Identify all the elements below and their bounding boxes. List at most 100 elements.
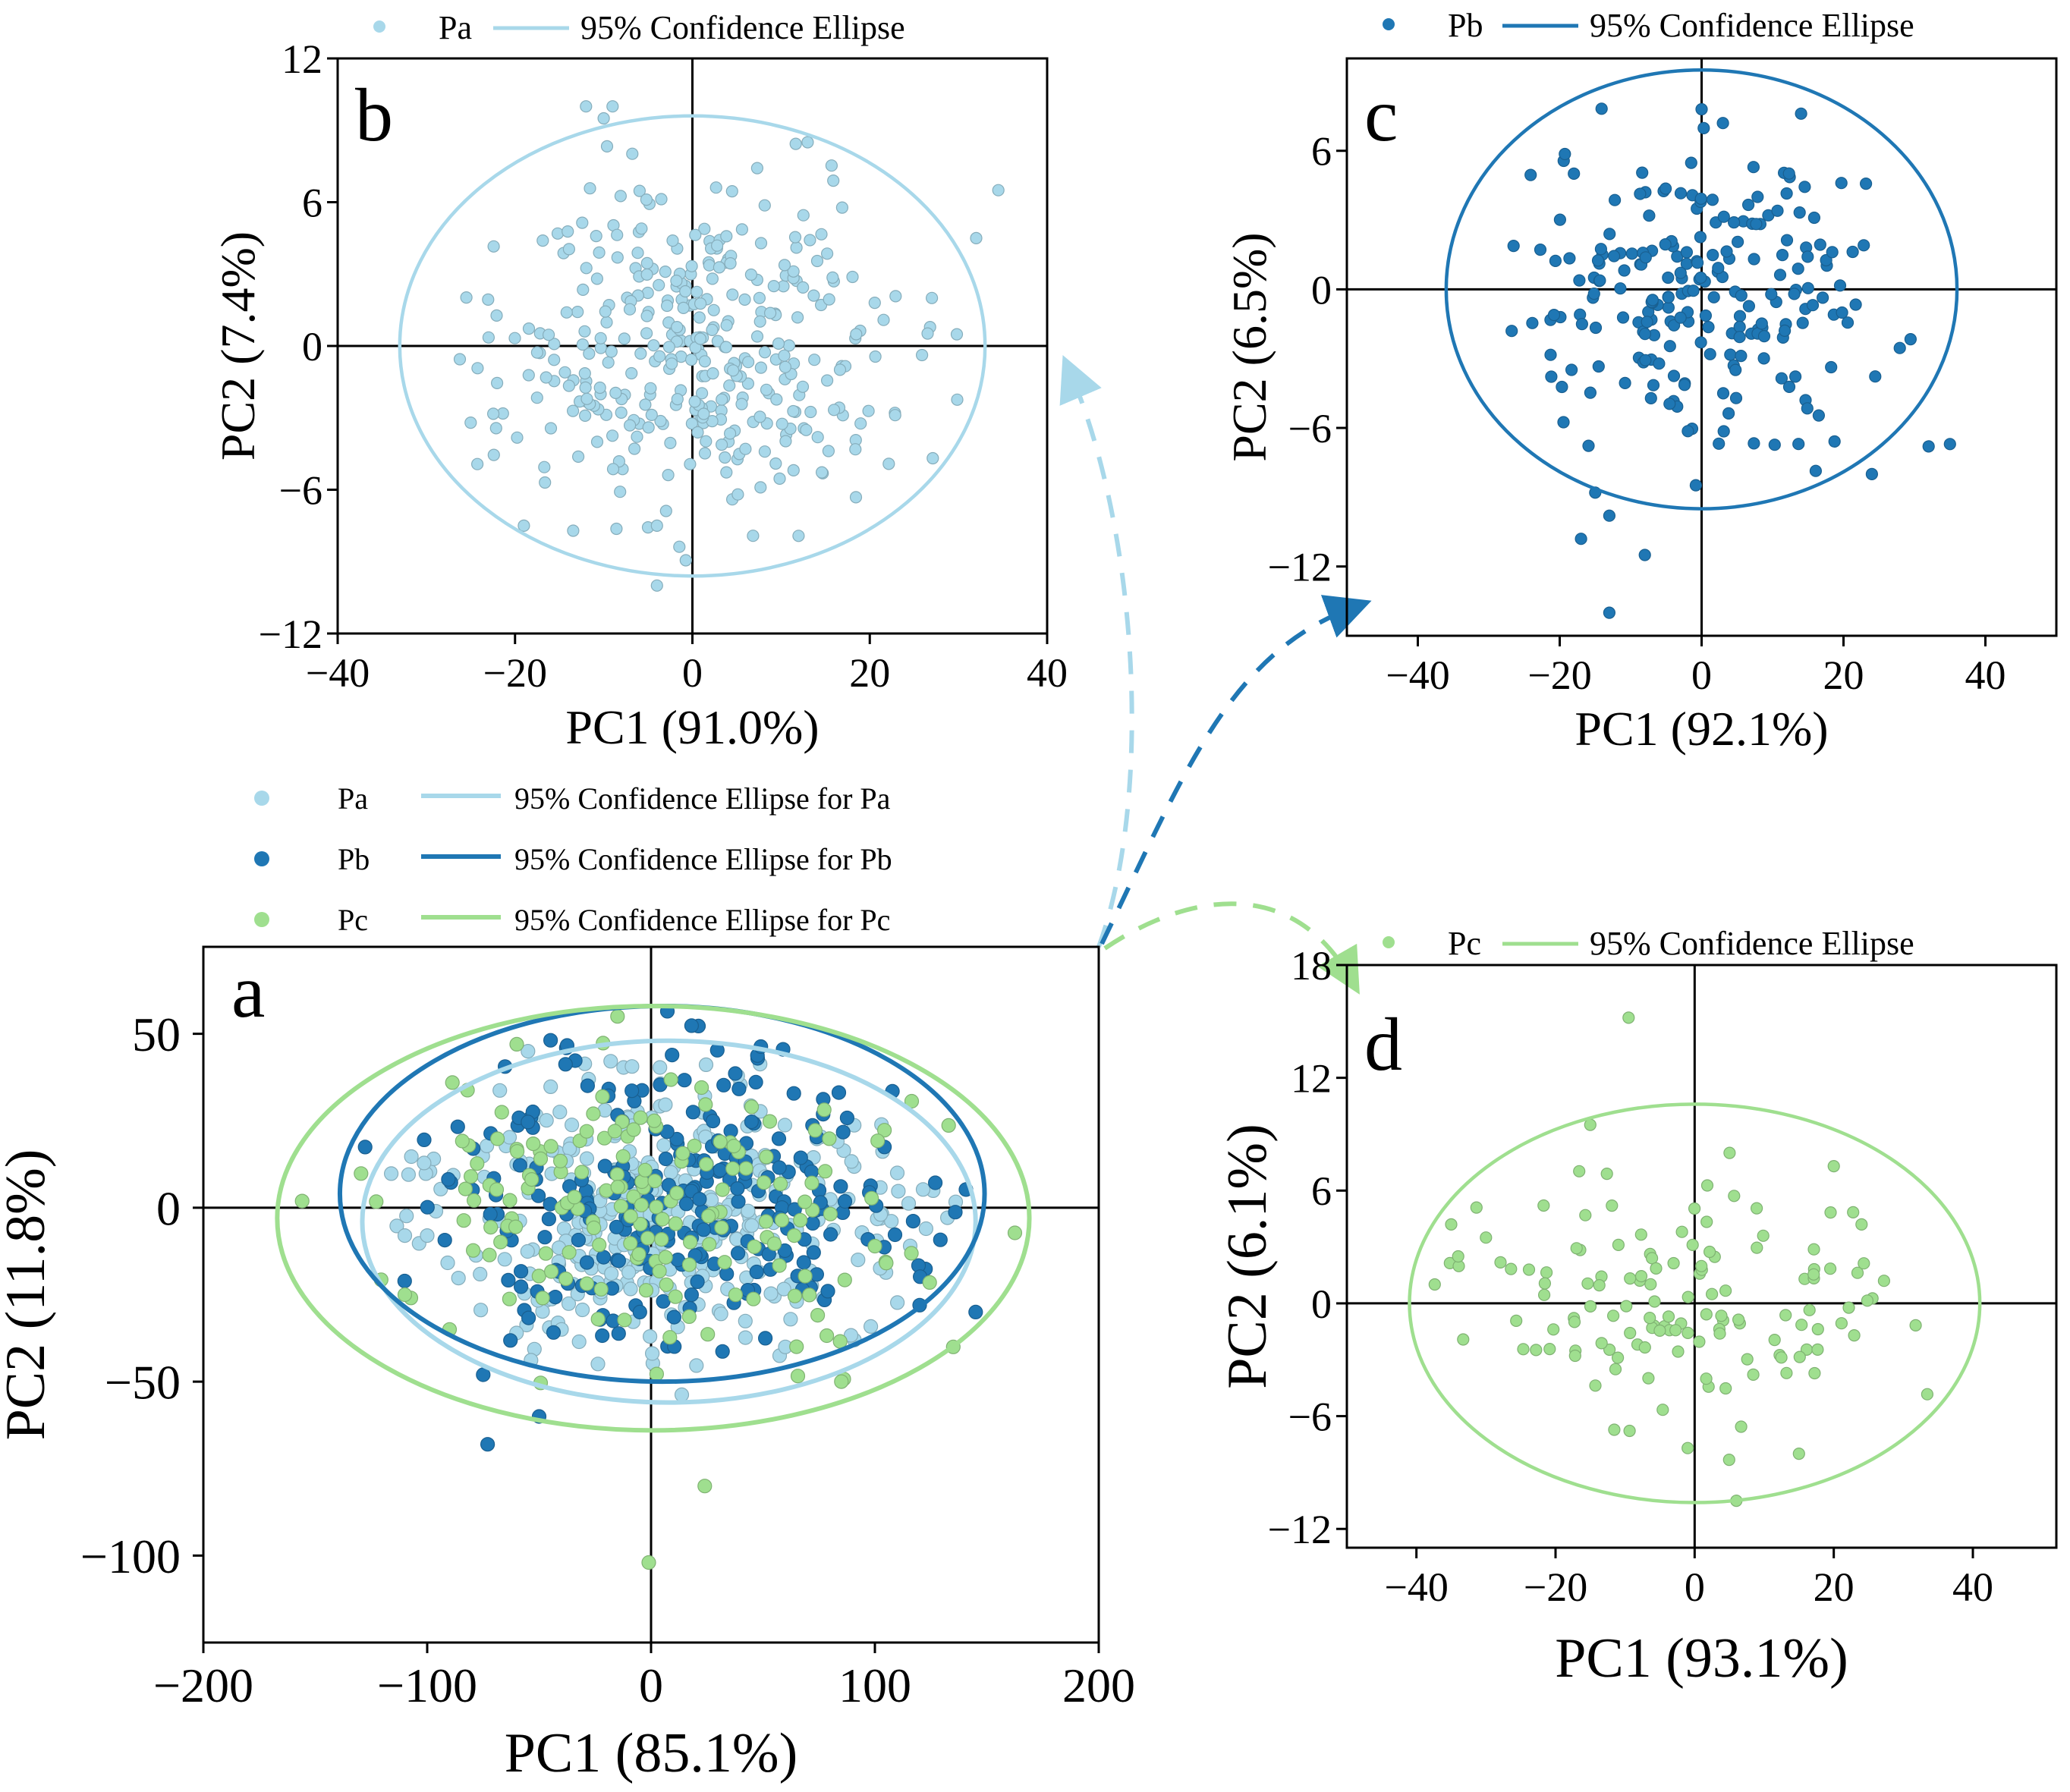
data-point-Pa (738, 293, 751, 306)
data-point-Pb (1563, 252, 1576, 265)
data-point-Pb (1817, 291, 1829, 304)
data-point-Pb (1789, 370, 1802, 383)
data-point-Pc (1848, 1328, 1861, 1342)
data-point-Pc (1634, 1269, 1648, 1283)
data-point-Pc (633, 1216, 648, 1232)
data-point-Pc (1470, 1201, 1483, 1214)
data-point-Pb (684, 1287, 700, 1303)
data-point-Pb (684, 1018, 700, 1033)
data-point-Pa (738, 1313, 753, 1328)
data-point-Pb (1747, 161, 1760, 174)
data-point-Pc (1713, 1327, 1726, 1340)
x-tick-label: 20 (1823, 652, 1864, 698)
data-point-Pc (759, 1149, 774, 1165)
y-tick-label: −12 (1268, 545, 1332, 590)
plot-area-b (338, 58, 1047, 633)
data-point-Pa (653, 1060, 668, 1075)
data-point-Pa (698, 447, 712, 460)
data-point-Pc (668, 1216, 684, 1231)
data-point-Pa (797, 209, 810, 222)
data-point-Pa (825, 159, 838, 172)
data-point-Pb (1575, 318, 1588, 331)
data-point-Pc (1568, 1349, 1581, 1363)
data-point-Pc (483, 1219, 499, 1235)
data-point-Pa (720, 466, 733, 479)
panel-letter: c (1364, 73, 1398, 157)
data-point-Pa (654, 414, 667, 428)
data-point-Pa (787, 265, 800, 278)
data-point-Pb (1697, 121, 1710, 134)
data-point-Pa (926, 451, 939, 465)
data-point-Pa (869, 350, 882, 363)
data-point-Pc (1662, 1310, 1675, 1323)
data-point-Pc (465, 1243, 481, 1258)
data-point-Pc (623, 1209, 638, 1224)
data-point-Pc (772, 1176, 788, 1192)
data-point-Pc (369, 1194, 384, 1209)
data-point-Pb (1691, 256, 1704, 269)
data-point-Pc (1780, 1366, 1793, 1379)
data-point-Pa (655, 193, 668, 206)
data-point-Pc (640, 1231, 656, 1246)
data-point-Pc (543, 1264, 559, 1279)
data-point-Pa (580, 262, 593, 275)
data-point-Pa (473, 1303, 489, 1318)
data-point-Pa (735, 223, 749, 236)
data-point-Pc (694, 1080, 709, 1096)
data-point-Pa (674, 1387, 690, 1403)
data-point-Pa (741, 1203, 756, 1218)
x-tick-label: −40 (306, 650, 370, 696)
data-point-Pb (690, 1274, 705, 1290)
data-point-Pc (633, 1110, 648, 1125)
data-point-Pa (597, 112, 610, 125)
data-point-Pc (701, 1209, 716, 1224)
data-point-Pb (571, 1232, 587, 1248)
data-point-Pc (662, 1330, 678, 1345)
data-point-Pa (590, 230, 602, 243)
y-tick-label: 0 (302, 324, 322, 369)
data-point-Pa (739, 442, 752, 455)
data-point-Pb (1681, 425, 1694, 438)
data-point-Pa (711, 335, 725, 347)
data-point-Pb (595, 1328, 610, 1344)
data-point-Pb (1735, 289, 1748, 302)
data-point-Pc (762, 1114, 778, 1129)
data-point-Pb (1707, 249, 1719, 262)
data-point-Pc (1653, 1324, 1666, 1338)
legend: Pc 95% Confidence Ellipse (1383, 925, 1914, 962)
data-point-Pa (921, 327, 934, 340)
data-point-Pb (1846, 245, 1859, 259)
data-point-Pc (1681, 1326, 1694, 1340)
data-point-Pa (850, 328, 863, 341)
data-point-Pa (723, 427, 737, 440)
data-point-Pc (702, 1237, 717, 1252)
data-point-Pa (642, 1328, 658, 1344)
data-point-Pa (693, 311, 706, 324)
data-point-Pc (1909, 1319, 1922, 1332)
data-point-Pb (1694, 192, 1707, 205)
data-point-Pc (1543, 1342, 1556, 1356)
data-point-Pb (480, 1437, 495, 1452)
data-point-Pa (735, 398, 748, 410)
data-point-Pc (1686, 1238, 1699, 1252)
legend-marker-Pb (254, 851, 269, 866)
data-point-Pb (611, 1253, 627, 1269)
data-point-Pc (596, 1130, 612, 1146)
data-point-Pa (854, 417, 867, 430)
data-point-Pa (844, 1154, 859, 1169)
data-point-Pb (548, 1289, 563, 1305)
data-point-Pc (1700, 1372, 1713, 1385)
x-tick-label: 0 (639, 1658, 663, 1712)
data-point-Pa (753, 291, 766, 304)
series-Pc (294, 1009, 1023, 1570)
data-point-Pa (754, 237, 768, 250)
data-point-Pb (1556, 380, 1568, 394)
legend-marker-Pb (1383, 18, 1395, 30)
data-point-Pa (788, 231, 802, 244)
legend-marker-Pa (254, 791, 269, 806)
x-axis-label: PC1 (91.0%) (565, 700, 819, 754)
data-point-Pc (817, 1164, 833, 1179)
data-point-Pb (1757, 330, 1771, 343)
data-point-Pb (357, 1140, 373, 1155)
data-point-Pc (1669, 1324, 1682, 1337)
